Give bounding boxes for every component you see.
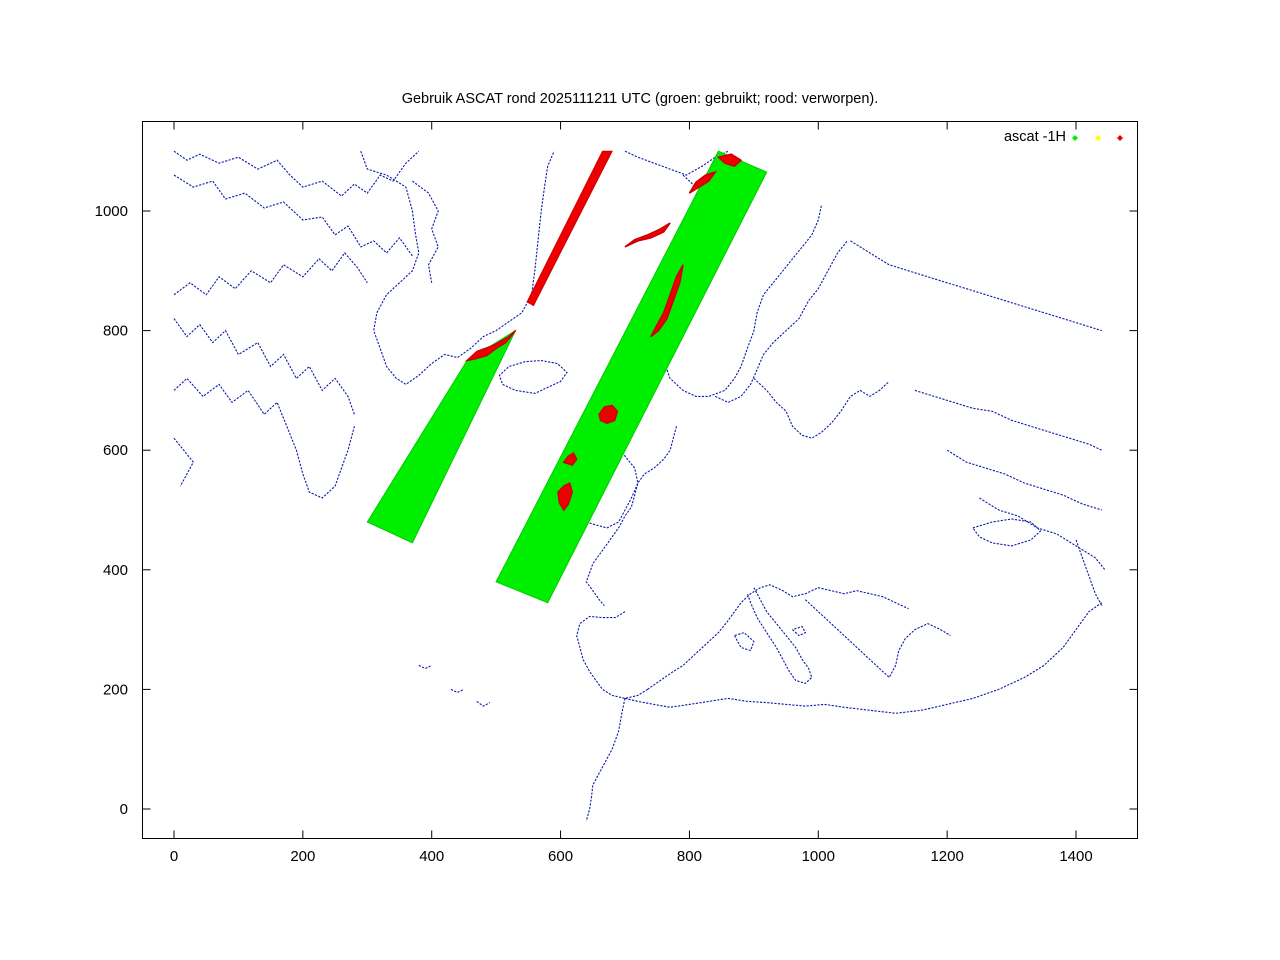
rejected-region [716, 153, 743, 167]
x-tick-label: 200 [290, 848, 315, 865]
coastline-segment [173, 437, 194, 487]
rejected-region [650, 264, 684, 338]
coastline-segment [418, 665, 432, 670]
x-tick-label: 1000 [802, 848, 835, 865]
y-tick-label: 800 [103, 323, 128, 340]
axes: 0 200 400 600 800 1000 1200 1400 0 200 400 600 800 10… [95, 121, 1138, 865]
y-tick-label: 400 [103, 562, 128, 579]
coastline-segment [850, 240, 1102, 332]
coastline-segment [1075, 539, 1103, 606]
x-tick-label: 400 [419, 848, 444, 865]
coastline-segment [914, 389, 1103, 451]
coastline-segment [173, 150, 420, 197]
coastline-segment [450, 688, 465, 694]
coastline-segment [476, 700, 490, 707]
coastline-segment [746, 587, 813, 685]
rejected-region [464, 330, 517, 362]
coastline-segment [753, 377, 890, 439]
legend-label: ascat -1H [1004, 129, 1066, 145]
rejected-regions [464, 150, 743, 512]
legend-marker-rejected [1117, 135, 1123, 141]
coastline-segment [498, 359, 568, 394]
rejected-region [557, 482, 573, 512]
coastline-segment [734, 631, 755, 652]
rejected-swath [526, 150, 613, 307]
coastline-segment [173, 252, 368, 296]
x-tick-label: 0 [170, 848, 178, 865]
used-swath [495, 150, 768, 604]
x-tick-label: 800 [677, 848, 702, 865]
coastline-segment [792, 625, 807, 637]
coastline-segment [360, 150, 555, 386]
coastline-segment [972, 518, 1042, 547]
ascat-swaths [366, 150, 768, 604]
legend: ascat -1H [1004, 129, 1123, 145]
rejected-region [562, 452, 578, 466]
rejected-region [598, 404, 619, 425]
coastline-segment [647, 584, 909, 690]
coastline-segment [412, 180, 439, 283]
coastline-segment [576, 611, 648, 699]
coastline-segment [173, 174, 413, 257]
coastline-segment [173, 318, 355, 415]
coastline-segment [624, 602, 1103, 714]
y-tick-label: 600 [103, 442, 128, 459]
rejected-region [688, 170, 718, 194]
coastline-segment [805, 599, 951, 679]
y-tick-label: 200 [103, 681, 128, 698]
x-tick-label: 1200 [930, 848, 963, 865]
x-tick-label: 600 [548, 848, 573, 865]
x-tick-label: 1400 [1059, 848, 1092, 865]
coastline-segment [624, 150, 729, 176]
coastline-segment [979, 497, 1106, 571]
legend-marker-used [1072, 135, 1078, 141]
coastline-map [173, 150, 1106, 822]
coastline-segment [714, 240, 848, 404]
coastline-segment [946, 449, 1102, 511]
coastline-segment [585, 426, 678, 607]
plot-frame [142, 121, 1138, 839]
coastline-segment [585, 698, 626, 822]
y-tick-label: 0 [120, 801, 128, 818]
used-swath [366, 329, 517, 544]
legend-marker-suspect [1095, 135, 1101, 141]
chart-title: Gebruik ASCAT rond 2025111211 UTC (groen… [402, 91, 879, 107]
y-tick-label: 1000 [95, 203, 128, 220]
coastline-segment [173, 377, 355, 499]
rejected-region [624, 222, 671, 248]
